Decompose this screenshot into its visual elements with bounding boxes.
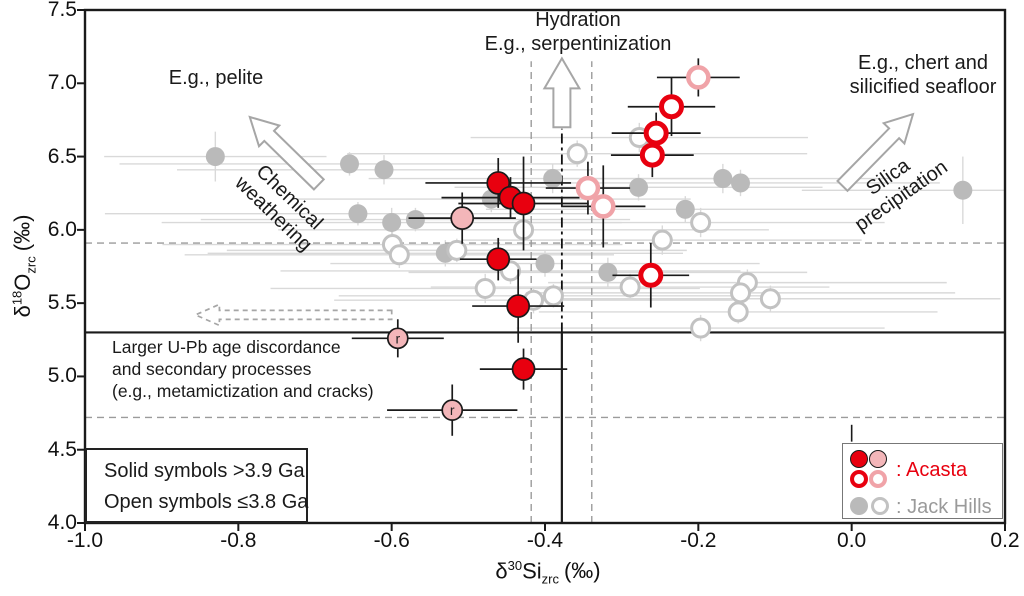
data-point-jackhills-open — [727, 301, 749, 323]
data-point-jackhills-solid — [348, 204, 368, 224]
data-point-acasta-open-pink — [575, 175, 601, 201]
y-tick-label: 6.5 — [47, 144, 77, 168]
data-point-acasta-open-pink — [591, 194, 616, 219]
silica-precipitation-arrow-icon — [836, 112, 915, 193]
acasta-error-bars — [351, 58, 740, 436]
data-point-jackhills-open — [542, 285, 564, 307]
x-tick-label: 0.2 — [990, 529, 1020, 552]
data-point-acasta-r-pink — [386, 327, 409, 350]
data-point-jackhills-solid — [675, 199, 695, 219]
point-label-r: r — [395, 330, 400, 346]
data-point-jackhills-open — [759, 288, 781, 310]
x-tick-label: -0.8 — [220, 529, 257, 552]
annotation-hydration: Hydration E.g., serpentinization — [485, 8, 672, 56]
data-point-jackhills-solid — [953, 180, 973, 200]
data-point-jackhills-solid — [382, 213, 402, 233]
annotation-discordance-line2: and secondary processes — [112, 359, 312, 379]
data-point-acasta-solid-red — [511, 191, 536, 216]
discordance-arrow-icon — [193, 303, 393, 327]
legend-marker-jackhills-solid-icon — [850, 497, 868, 515]
annotation-hydration-line1: Hydration — [535, 9, 621, 31]
annotation-chert-line2: silicified seafloor — [849, 76, 997, 98]
solid-symbols-label: Solid symbols >3.9 Ga — [104, 460, 305, 482]
data-point-jackhills-solid — [535, 254, 555, 274]
legend-marker-jackhills-open-icon — [871, 497, 889, 515]
data-point-acasta-solid-pink — [450, 206, 475, 230]
x-axis-isotope: 30 — [507, 558, 523, 573]
x-tick-label: -0.6 — [373, 529, 410, 552]
annotation-discordance-line3: (e.g., metamictization and cracks) — [112, 381, 374, 401]
data-point-jackhills-solid — [598, 262, 618, 282]
annotation-chert: E.g., chert and silicified seafloor — [850, 51, 997, 99]
x-tick-label: 0.0 — [837, 529, 867, 552]
y-tick-label: 4.0 — [47, 511, 77, 534]
legend-marker-acasta-solid-red-icon — [850, 450, 868, 468]
symbol-age-info-box: Solid symbols >3.9 Ga Open symbols ≤3.8 … — [85, 448, 308, 523]
data-point-jackhills-solid — [205, 147, 225, 167]
data-point-acasta-open-red — [659, 94, 684, 120]
data-point-acasta-r-pink — [441, 399, 464, 421]
annotation-hydration-line2: E.g., serpentinization — [484, 33, 672, 55]
data-point-jackhills-open — [690, 317, 712, 339]
data-point-jackhills-open — [651, 229, 673, 251]
legend-label-jack-hills: : Jack Hills — [896, 496, 992, 518]
data-point-acasta-open-red — [638, 262, 664, 288]
data-point-acasta-open-red — [643, 120, 669, 146]
data-point-jackhills-open — [619, 276, 641, 298]
data-point-jackhills-open — [690, 212, 712, 234]
data-point-jackhills-solid — [629, 177, 649, 197]
x-axis-subscript: zrc — [541, 571, 559, 587]
data-point-acasta-solid-red — [486, 247, 511, 272]
plot-frame — [77, 8, 1007, 531]
data-point-jackhills-solid — [340, 154, 359, 174]
y-axis-element: O — [9, 273, 35, 291]
data-point-jackhills-open — [566, 143, 588, 165]
annotation-pelite: E.g., pelite — [168, 67, 264, 89]
x-axis-element: Si — [522, 558, 542, 584]
y-tick-label: 6.0 — [47, 217, 77, 241]
y-axis-subscript: zrc — [23, 256, 39, 274]
legend-marker-acasta-open-red-icon — [850, 470, 868, 488]
chemical-weathering-arrow-icon — [248, 115, 326, 191]
legend-label-acasta: : Acasta — [896, 459, 968, 481]
legend-marker-acasta-open-pink-icon — [869, 470, 887, 488]
jack-hills-error-bars — [104, 122, 1004, 342]
data-point-acasta-solid-red — [511, 357, 536, 381]
data-point-jackhills-solid — [543, 169, 563, 189]
x-axis-label: δ30Sizrc (‰) — [495, 558, 600, 587]
x-axis-unit: (‰) — [563, 558, 601, 584]
acasta-markers: rr — [386, 65, 711, 421]
data-point-jackhills-open — [474, 277, 496, 299]
y-tick-label: 5.5 — [47, 291, 77, 315]
x-tick-label: -0.4 — [526, 529, 564, 552]
y-tick-label: 7.0 — [47, 71, 77, 95]
open-symbols-label: Open symbols ≤3.8 Ga — [104, 491, 309, 513]
y-tick-label: 7.5 — [47, 0, 77, 21]
data-point-acasta-solid-red — [506, 294, 531, 318]
data-point-jackhills-open — [730, 282, 751, 304]
data-point-jackhills-open — [446, 239, 468, 261]
data-point-acasta-open-red — [639, 142, 665, 168]
data-point-jackhills-solid — [731, 173, 750, 193]
data-point-acasta-open-pink — [686, 65, 711, 90]
data-point-jackhills-solid — [405, 210, 425, 230]
annotation-discordance-line1: Larger U-Pb age discordance — [112, 337, 341, 357]
annotation-discordance: Larger U-Pb age discordance and secondar… — [112, 336, 374, 402]
point-label-r: r — [450, 402, 455, 418]
legend-marker-acasta-solid-pink-icon — [869, 450, 887, 468]
data-point-jackhills-solid — [713, 169, 733, 189]
x-axis-delta: δ — [495, 558, 508, 584]
hydration-arrow-icon — [542, 56, 582, 129]
data-point-jackhills-open — [388, 244, 410, 266]
y-tick-label: 5.0 — [47, 364, 77, 388]
data-point-jackhills-solid — [374, 160, 394, 180]
annotation-chert-line1: E.g., chert and — [857, 52, 989, 74]
x-tick-label: -1.0 — [66, 529, 104, 552]
trend-arrows — [193, 56, 915, 442]
y-tick-label: 4.5 — [47, 437, 77, 461]
x-tick-label: -0.2 — [680, 529, 717, 552]
legend: : Acasta : Jack Hills — [842, 443, 1003, 519]
